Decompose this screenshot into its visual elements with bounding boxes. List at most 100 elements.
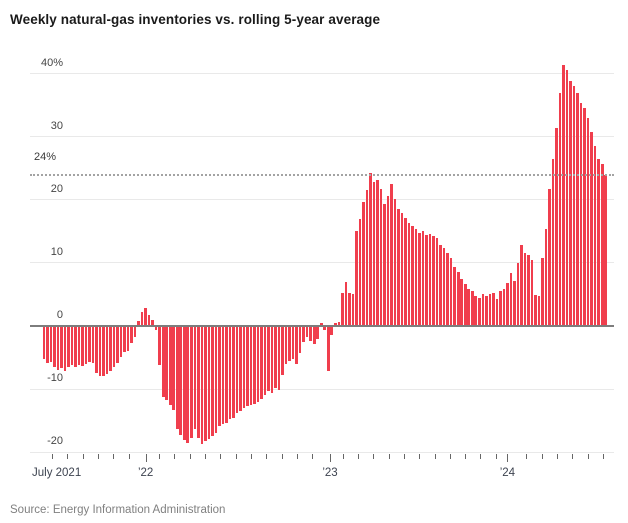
bar xyxy=(551,158,555,326)
bar xyxy=(372,182,376,326)
y-tick-label: 10 xyxy=(50,245,63,258)
bar xyxy=(84,326,88,365)
bar xyxy=(53,326,56,367)
x-minor-tick xyxy=(388,454,390,459)
bar xyxy=(186,326,190,443)
bar xyxy=(572,86,576,326)
x-minor-tick xyxy=(205,454,206,459)
bar xyxy=(253,326,256,404)
x-minor-tick xyxy=(526,454,528,459)
bar xyxy=(123,326,126,352)
bar xyxy=(81,326,84,367)
y-tick-label: -10 xyxy=(47,372,63,385)
gridline xyxy=(30,451,614,453)
bar xyxy=(172,326,176,410)
bar xyxy=(305,326,309,337)
bar xyxy=(246,326,249,407)
bar xyxy=(355,231,358,326)
bar xyxy=(583,107,586,326)
bar xyxy=(112,326,116,367)
bar xyxy=(312,326,316,344)
x-minor-tick xyxy=(113,454,115,459)
bar xyxy=(235,326,239,414)
gridline xyxy=(30,73,614,75)
bar xyxy=(463,284,467,326)
bar xyxy=(562,65,565,326)
bar xyxy=(175,326,179,429)
x-minor-tick xyxy=(67,454,69,459)
bar xyxy=(154,326,158,330)
bar xyxy=(105,326,109,374)
bar xyxy=(151,320,154,326)
bar xyxy=(439,245,442,326)
bar xyxy=(418,233,421,326)
bar xyxy=(218,326,221,427)
bar xyxy=(421,231,425,326)
x-minor-tick xyxy=(449,454,451,459)
bar xyxy=(137,320,140,326)
bar xyxy=(284,326,288,364)
y-tick-label: -20 xyxy=(47,435,63,448)
bar xyxy=(91,326,95,364)
bar xyxy=(513,280,516,326)
bar xyxy=(537,296,541,326)
bar xyxy=(541,257,544,326)
bar xyxy=(126,326,130,351)
x-minor-tick xyxy=(312,454,314,459)
bar xyxy=(133,326,137,338)
bar xyxy=(232,326,235,419)
x-minor-tick xyxy=(52,454,53,459)
bar xyxy=(144,308,147,326)
bar xyxy=(344,282,348,326)
bar xyxy=(362,202,365,326)
bar xyxy=(555,128,558,326)
bar xyxy=(534,295,537,326)
bar xyxy=(270,326,274,393)
y-tick-label: 40% xyxy=(40,56,63,69)
x-minor-tick xyxy=(220,454,222,459)
bar xyxy=(520,244,523,326)
x-minor-tick xyxy=(250,454,252,459)
bar xyxy=(70,326,74,366)
bar xyxy=(207,326,211,439)
chart-title: Weekly natural-gas inventories vs. rolli… xyxy=(10,12,381,27)
bar xyxy=(600,163,604,326)
x-year-tick xyxy=(145,454,147,462)
source-note: Source: Energy Information Administratio… xyxy=(10,504,226,516)
bar xyxy=(140,312,144,326)
bar xyxy=(211,326,214,437)
x-minor-tick xyxy=(541,454,543,459)
bar xyxy=(267,326,270,391)
x-minor-tick xyxy=(342,454,344,459)
bar xyxy=(295,326,298,364)
bar xyxy=(193,326,197,430)
bar xyxy=(379,189,383,326)
bar xyxy=(376,180,379,326)
bar xyxy=(460,279,464,326)
bar xyxy=(495,299,499,326)
bar xyxy=(288,326,291,361)
x-year-label: ’24 xyxy=(499,467,516,479)
bar xyxy=(369,173,372,326)
bar xyxy=(281,326,284,375)
bar xyxy=(316,326,320,339)
bar xyxy=(326,326,330,371)
bar xyxy=(386,196,390,326)
x-year-tick xyxy=(507,454,509,462)
x-start-label: July 2021 xyxy=(32,467,82,479)
bar xyxy=(569,81,572,326)
bar xyxy=(67,326,70,367)
bar xyxy=(49,326,53,362)
bar xyxy=(168,326,172,405)
bar xyxy=(397,209,400,326)
bar xyxy=(291,326,295,359)
bar xyxy=(88,326,91,362)
bar xyxy=(60,326,63,369)
bar xyxy=(116,326,119,364)
bar xyxy=(470,290,474,326)
bar xyxy=(337,321,341,326)
bar xyxy=(95,326,98,374)
bar xyxy=(256,326,260,402)
